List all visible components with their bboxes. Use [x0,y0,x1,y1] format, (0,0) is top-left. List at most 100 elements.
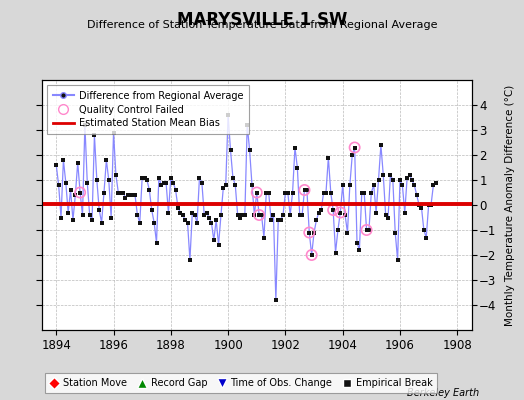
Y-axis label: Monthly Temperature Anomaly Difference (°C): Monthly Temperature Anomaly Difference (… [505,84,515,326]
Point [410,182,419,188]
Point [346,182,354,188]
Point [420,227,428,233]
Point [62,179,70,186]
Point [138,174,146,181]
Point [322,189,330,196]
Point [195,174,204,181]
Point [202,209,211,216]
Point [336,209,344,216]
Point [357,189,366,196]
Point [274,217,282,223]
Point [245,147,254,153]
Point [403,174,411,181]
Point [394,257,402,263]
Point [408,177,416,183]
Point [191,212,199,218]
Point [298,212,307,218]
Point [85,212,94,218]
Point [308,252,316,258]
Point [296,212,304,218]
Point [389,177,397,183]
Point [131,192,139,198]
Point [398,182,407,188]
Point [67,187,75,193]
Point [377,142,385,148]
Point [253,189,261,196]
Point [107,214,115,221]
Point [429,182,438,188]
Point [334,227,342,233]
Point [212,217,221,223]
Point [262,189,270,196]
Point [152,239,161,246]
Point [267,217,275,223]
Point [116,189,125,196]
Point [90,132,99,138]
Point [424,202,433,208]
Point [427,202,435,208]
Point [329,207,337,213]
Point [155,174,163,181]
Point [210,237,218,243]
Point [214,242,223,248]
Point [283,189,292,196]
Point [365,227,373,233]
Point [317,207,325,213]
Point [97,219,106,226]
Point [231,182,239,188]
Point [54,182,63,188]
Point [105,177,113,183]
Point [384,214,392,221]
Point [300,187,309,193]
Point [71,192,80,198]
Point [288,189,297,196]
Point [415,202,423,208]
Point [343,229,352,236]
Point [95,207,103,213]
Point [136,219,144,226]
Point [341,212,350,218]
Text: MARYSVILLE 1 SW: MARYSVILLE 1 SW [177,11,347,29]
Point [64,209,72,216]
Point [381,212,390,218]
Point [145,187,154,193]
Point [169,179,178,186]
Point [277,217,285,223]
Point [353,239,361,246]
Point [331,249,340,256]
Point [181,217,189,223]
Point [260,234,268,241]
Point [198,179,206,186]
Point [241,212,249,218]
Point [422,234,430,241]
Point [57,214,65,221]
Point [81,122,89,128]
Point [286,212,294,218]
Point [205,214,213,221]
Point [110,129,118,136]
Point [52,162,60,168]
Point [217,212,225,218]
Point [185,257,194,263]
Point [119,189,127,196]
Point [83,179,92,186]
Point [355,247,364,253]
Point [279,212,287,218]
Point [167,174,175,181]
Point [339,182,347,188]
Point [363,227,371,233]
Point [112,172,120,178]
Point [360,189,368,196]
Point [305,229,313,236]
Point [150,219,158,226]
Point [329,207,337,213]
Point [312,217,321,223]
Point [386,172,395,178]
Legend: Station Move, Record Gap, Time of Obs. Change, Empirical Break: Station Move, Record Gap, Time of Obs. C… [45,374,438,393]
Point [351,144,359,151]
Point [76,189,84,196]
Point [179,212,187,218]
Point [76,189,84,196]
Point [159,179,168,186]
Point [176,209,184,216]
